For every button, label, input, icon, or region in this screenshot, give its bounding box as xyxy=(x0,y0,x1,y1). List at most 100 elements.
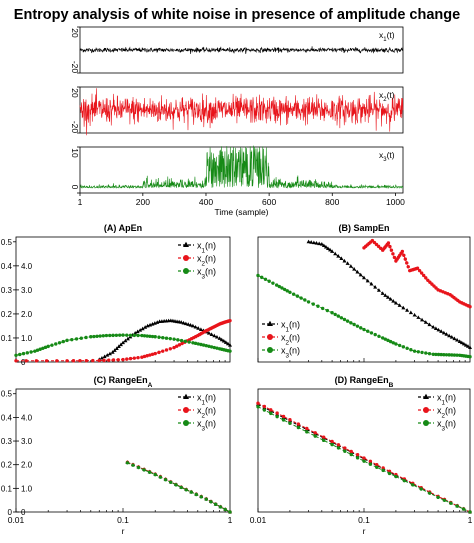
data-point-x2 xyxy=(136,355,140,360)
data-point-x3 xyxy=(349,321,353,325)
left-ytick-label: 0.4 xyxy=(1,413,13,422)
data-point-x3 xyxy=(468,510,472,514)
data-point-x3 xyxy=(215,346,219,350)
data-point-x3 xyxy=(121,333,125,337)
data-point-x3 xyxy=(214,502,218,507)
data-point-x3 xyxy=(153,335,157,339)
data-point-x3 xyxy=(101,334,105,338)
x-axis-label: r xyxy=(122,526,125,536)
data-point-x3 xyxy=(150,334,155,339)
data-point-x3 xyxy=(416,350,421,354)
data-point-x1 xyxy=(459,340,464,345)
data-point-x3 xyxy=(362,327,366,332)
legend-label: x1(n) xyxy=(197,393,216,407)
signal-xtick-label: 800 xyxy=(325,197,339,207)
data-point-x1 xyxy=(135,329,140,334)
data-point-x3 xyxy=(342,317,347,322)
data-point-x1 xyxy=(317,241,322,246)
data-point-x3 xyxy=(366,329,370,333)
data-point-x1 xyxy=(188,323,193,327)
data-point-x1 xyxy=(110,350,115,354)
data-point-x1 xyxy=(107,351,112,356)
data-point-x1 xyxy=(186,322,191,326)
data-point-x2 xyxy=(305,426,309,431)
data-point-x2 xyxy=(403,257,407,261)
data-point-x1 xyxy=(352,267,357,271)
data-point-x2 xyxy=(256,401,260,405)
panel-title: (C) RangeEnA xyxy=(94,375,153,389)
data-point-x2 xyxy=(419,271,424,275)
data-point-x1 xyxy=(380,291,385,295)
data-point-x3 xyxy=(468,355,472,359)
data-point-x1 xyxy=(405,308,410,312)
legend-label: x1(n) xyxy=(281,320,300,334)
data-point-x1 xyxy=(143,325,148,329)
data-point-x2 xyxy=(125,357,129,361)
data-point-x1 xyxy=(179,320,184,324)
data-point-x1 xyxy=(181,320,186,325)
data-point-x2 xyxy=(275,411,279,415)
data-point-x3 xyxy=(179,338,184,343)
left-ytick-label: 0.2 xyxy=(1,310,13,319)
signal-trace xyxy=(79,145,404,190)
left-ytick-label: 0.3 xyxy=(1,286,13,295)
data-point-x3 xyxy=(380,336,385,340)
legend-marker-x2 xyxy=(267,334,273,340)
left-ytick-label: 0.4 xyxy=(1,262,13,271)
data-point-x1 xyxy=(439,329,444,333)
inner-ytick-label: 0 xyxy=(21,508,26,517)
data-point-x3 xyxy=(288,290,292,294)
data-point-x3 xyxy=(339,316,344,320)
data-point-x1 xyxy=(138,328,143,332)
data-point-x1 xyxy=(323,244,328,249)
signal-frame xyxy=(79,146,404,194)
signal-panel-1: 20 -20 xyxy=(70,26,404,74)
data-point-x3 xyxy=(209,500,213,504)
data-point-x3 xyxy=(442,498,447,502)
data-point-x3 xyxy=(299,296,303,300)
data-point-x3 xyxy=(263,277,268,282)
legend-label: x3(n) xyxy=(197,267,216,281)
data-point-x2 xyxy=(175,344,179,348)
data-point-x2 xyxy=(168,347,172,351)
data-point-x3 xyxy=(321,438,326,443)
legend-label: x2(n) xyxy=(197,254,216,268)
data-point-x1 xyxy=(123,338,128,343)
signal-panel-2: 20 -20 xyxy=(70,86,404,136)
data-point-x1 xyxy=(328,247,333,252)
data-point-x3 xyxy=(345,319,350,323)
data-point-x3 xyxy=(174,483,178,487)
data-point-x2 xyxy=(386,241,391,245)
data-point-x2 xyxy=(180,341,184,346)
entropy-panel-SampEn: (B) SampEn xyxy=(256,223,472,363)
data-point-x3 xyxy=(447,353,451,357)
x-tick-label: 0.1 xyxy=(117,515,129,525)
signal-ytick-label: -20 xyxy=(70,61,80,74)
legend-marker-x1 xyxy=(183,393,189,399)
left-ytick-label: 0.3 xyxy=(1,437,13,446)
data-point-x3 xyxy=(260,275,264,280)
data-point-x1 xyxy=(420,317,425,322)
data-point-x3 xyxy=(412,349,417,353)
data-point-x2 xyxy=(330,439,334,444)
data-point-x1 xyxy=(311,240,316,245)
data-point-x3 xyxy=(362,459,366,463)
data-point-x3 xyxy=(187,340,191,344)
x-tick-label: 0.1 xyxy=(358,515,370,525)
data-point-x3 xyxy=(46,344,50,349)
data-point-x3 xyxy=(355,456,360,460)
data-point-x3 xyxy=(434,352,438,357)
data-point-x1 xyxy=(365,278,370,283)
data-point-x3 xyxy=(193,341,198,346)
data-point-x3 xyxy=(79,336,83,340)
series-line-x1 xyxy=(308,241,471,349)
data-point-x3 xyxy=(394,342,398,346)
data-point-x1 xyxy=(121,340,125,345)
data-point-x1 xyxy=(314,241,319,245)
data-point-x1 xyxy=(412,312,417,317)
data-point-x1 xyxy=(114,346,119,350)
data-point-x3 xyxy=(95,334,99,338)
data-point-x2 xyxy=(71,359,76,363)
data-point-x3 xyxy=(288,421,292,425)
